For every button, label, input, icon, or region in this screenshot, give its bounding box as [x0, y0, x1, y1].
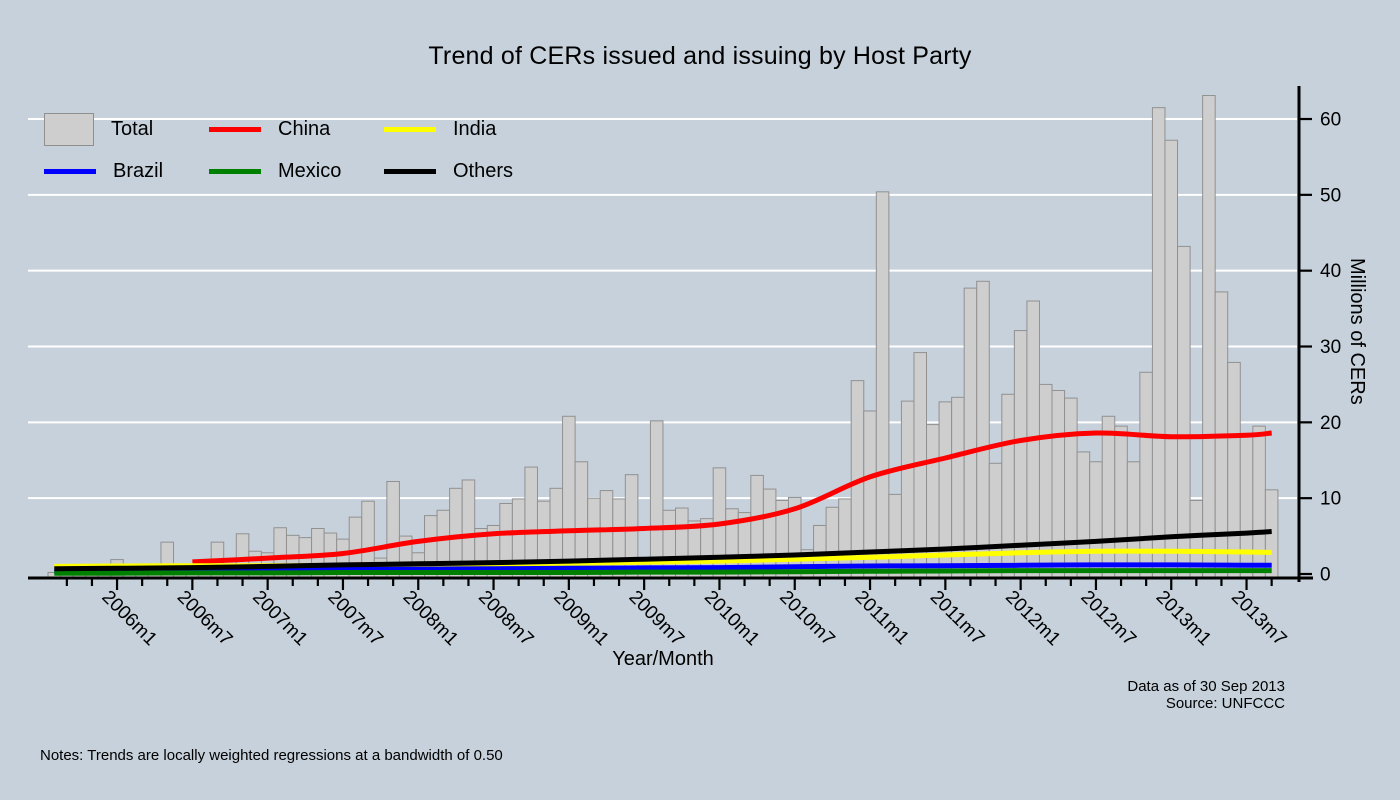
legend-item-others: Others	[384, 160, 513, 183]
x-tick-label-2009m1: 2009m1	[549, 587, 612, 650]
total-bar-2013m2	[1177, 245, 1191, 578]
legend-swatch-india-line-icon	[384, 126, 436, 132]
x-tick-label-2007m1: 2007m1	[248, 587, 311, 650]
total-bar-2011m12	[1001, 393, 1015, 578]
y-tick-label-20: 20	[1320, 413, 1341, 434]
total-bar-2011m10	[976, 280, 990, 578]
legend-label-india: India	[453, 117, 497, 140]
legend-swatch-mexico-line-icon	[209, 168, 261, 174]
legend-item-mexico: Mexico	[209, 160, 384, 183]
total-bar-2011m11	[988, 462, 1003, 578]
total-bar-2012m4	[1051, 389, 1066, 578]
x-tick-label-2011m7: 2011m7	[926, 587, 988, 649]
total-bar-2013m7	[1239, 433, 1254, 578]
y-tick-label-0: 0	[1320, 565, 1331, 586]
trend-line-others	[54, 529, 1272, 572]
total-bar-2012m11	[1139, 371, 1153, 578]
total-bar-2009m8	[649, 420, 664, 578]
y-ticks	[1299, 117, 1312, 576]
x-tick-label-2006m7: 2006m7	[173, 587, 236, 650]
legend-swatch-china-line-icon	[209, 126, 261, 132]
total-bar-2012m7	[1089, 461, 1103, 578]
x-tick-label-2011m1: 2011m1	[850, 587, 912, 649]
trend-line-mexico	[54, 568, 1272, 576]
x-tick-labels: 2006m1 2006m7 2007m1 2007m7 2008m1 2008m7 2009…	[97, 587, 1290, 650]
y-tick-label-10: 10	[1320, 489, 1341, 510]
notes-line: Notes: Trends are locally weighted regre…	[40, 747, 503, 764]
legend-label-others: Others	[453, 159, 514, 182]
total-bar-2012m10	[1126, 461, 1141, 578]
legend-item-china: China	[209, 118, 384, 141]
legend-label-mexico: Mexico	[278, 159, 342, 182]
y-tick-label-50: 50	[1320, 185, 1341, 206]
total-bar-2012m9	[1114, 425, 1128, 578]
trend-line-china	[192, 430, 1272, 565]
y-tick-label-60: 60	[1320, 110, 1341, 131]
legend-label-china: China	[278, 117, 331, 140]
legend-swatch-total-bar-icon	[44, 112, 94, 146]
source-note: Data as of 30 Sep 2013 Source: UNFCCC	[1127, 678, 1285, 712]
total-bar-2012m1	[1013, 330, 1028, 578]
x-tick-label-2007m7: 2007m7	[323, 587, 386, 650]
x-tick-label-2010m7: 2010m7	[775, 587, 838, 650]
total-bar-2013m6	[1227, 361, 1241, 578]
legend-row-1: Total China India	[44, 108, 513, 150]
trend-line-brazil	[54, 562, 1272, 574]
legend-item-india: India	[384, 118, 496, 141]
total-bar-2011m9	[963, 287, 978, 578]
x-tick-label-2012m7: 2012m7	[1076, 587, 1139, 650]
legend-swatch-others-line-icon	[384, 168, 436, 174]
total-bar-2011m2	[875, 191, 890, 578]
legend-row-2: Brazil Mexico Others	[44, 150, 513, 192]
x-tick-label-2008m7: 2008m7	[474, 587, 537, 650]
legend-item-total: Total	[44, 112, 209, 146]
x-tick-label-2009m7: 2009m7	[625, 587, 688, 650]
x-ticks	[65, 578, 1273, 590]
trend-lines	[54, 430, 1272, 576]
x-tick-label-2013m1: 2013m1	[1152, 587, 1215, 650]
total-bar-2012m3	[1038, 383, 1053, 578]
total-bar-2012m12	[1151, 107, 1166, 578]
legend-swatch-brazil-line-icon	[44, 168, 96, 174]
x-tick-label-2008m1: 2008m1	[399, 587, 462, 650]
total-bar-2013m4	[1202, 95, 1216, 578]
source-note-line-1: Data as of 30 Sep 2013	[1127, 678, 1285, 695]
total-bar-2009m1	[562, 415, 576, 578]
legend-label-brazil: Brazil	[113, 159, 164, 182]
y-tick-label-30: 30	[1320, 337, 1341, 358]
x-tick-label-2010m1: 2010m1	[700, 587, 763, 650]
y-tick-labels: 0 10 20 30 40 50 60	[1320, 110, 1341, 586]
x-axis-title: Year/Month	[612, 648, 714, 670]
total-bar-2013m1	[1164, 139, 1179, 578]
source-note-line-2: Source: UNFCCC	[1165, 695, 1285, 712]
y-tick-label-40: 40	[1320, 261, 1341, 282]
x-tick-label-2006m1: 2006m1	[97, 587, 160, 650]
chart-title: Trend of CERs issued and issuing by Host…	[428, 42, 972, 70]
total-bar-2012m6	[1076, 451, 1091, 578]
x-tick-label-2013m7: 2013m7	[1227, 587, 1290, 650]
legend: Total China India Brazil Mexico Others	[44, 108, 513, 192]
y-axis-title: Millions of CERs	[1346, 258, 1368, 405]
legend-item-brazil: Brazil	[44, 160, 209, 183]
total-bar-2009m5	[612, 498, 626, 578]
x-tick-label-2012m1: 2012m1	[1001, 587, 1064, 650]
legend-label-total: Total	[111, 117, 154, 140]
total-bar-2010m5	[762, 488, 777, 578]
